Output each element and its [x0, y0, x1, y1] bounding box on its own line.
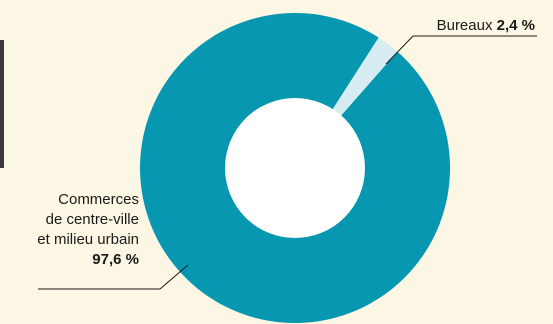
slice-label-bureaux-name: Bureaux: [436, 17, 493, 34]
donut-hole: [225, 98, 365, 238]
slice-label-commerces-line-2: de centre-ville: [45, 211, 139, 228]
leader-line-commerces: [38, 264, 189, 290]
leader-lines: [38, 35, 537, 290]
slice-label-commerces-line-1: Commerces: [58, 191, 139, 208]
left-edge-bar: [0, 40, 4, 168]
slice-label-bureaux: Bureaux 2,4 %: [437, 16, 535, 36]
slice-label-commerces-value: 97,6 %: [92, 251, 139, 268]
slice-label-commerces: Commerces de centre-ville et milieu urba…: [37, 190, 139, 270]
leader-line-bureaux: [385, 35, 537, 65]
slice-label-bureaux-value: 2,4 %: [496, 17, 535, 34]
slice-label-commerces-line-3: et milieu urbain: [37, 231, 139, 248]
